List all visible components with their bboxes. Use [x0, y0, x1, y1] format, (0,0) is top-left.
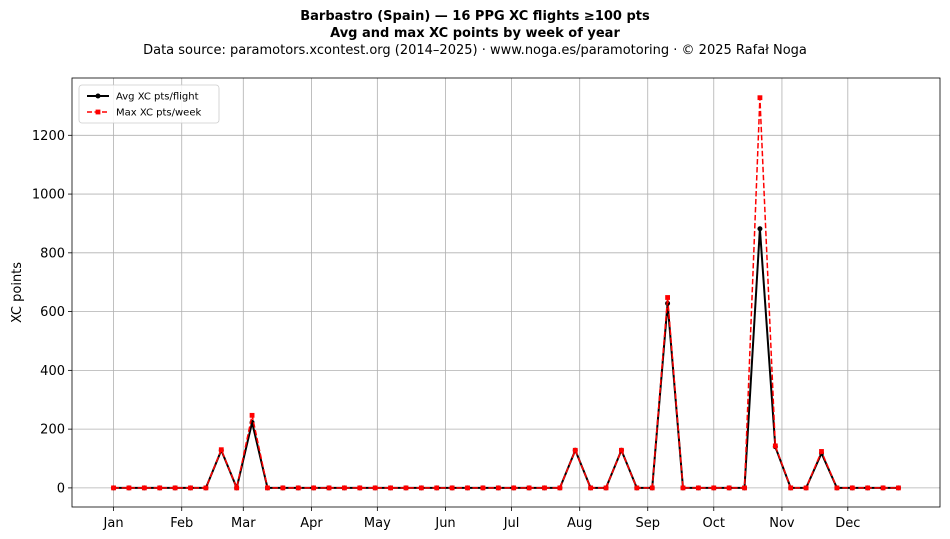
x-tick-label: Nov: [769, 516, 795, 531]
max-point: [342, 485, 347, 491]
axes: Jan Feb Mar Apr May Jun Jul Aug Sep Oct Nov Dec 0 200…: [10, 77, 941, 531]
max-point: [126, 485, 132, 491]
max-point: [619, 447, 624, 453]
max-point: [403, 485, 409, 491]
max-point: [388, 485, 393, 491]
legend-marker: [95, 109, 101, 115]
max-point: [157, 485, 163, 491]
max-point: [172, 485, 178, 491]
x-tick-label: Oct: [703, 516, 725, 531]
chart-titles: Barbastro (Spain) — 16 PPG XC flights ≥1…: [0, 8, 950, 60]
y-tick-label: 0: [57, 481, 65, 496]
max-point: [418, 485, 424, 491]
legend-label: Avg XC pts/flight: [116, 92, 199, 103]
x-tick-label: Apr: [300, 516, 323, 531]
x-tick-label: Jan: [103, 516, 124, 531]
x-tick-label: Aug: [567, 516, 592, 531]
chart-title: Barbastro (Spain) — 16 PPG XC flights ≥1…: [300, 9, 650, 24]
max-point: [203, 485, 209, 491]
y-tick-label: 200: [40, 423, 65, 438]
max-point: [649, 485, 655, 491]
max-point: [249, 412, 255, 418]
max-point: [265, 485, 270, 491]
max-point: [511, 485, 517, 491]
max-point: [357, 485, 363, 491]
max-point: [188, 485, 193, 491]
max-point: [742, 485, 747, 491]
y-tick-label: 800: [40, 246, 65, 261]
max-point: [526, 485, 532, 491]
chart-source-line: Data source: paramotors.xcontest.org (20…: [143, 43, 807, 58]
y-axis-label: XC points: [10, 262, 25, 323]
max-point: [495, 485, 501, 491]
max-point: [141, 485, 147, 491]
max-point: [695, 485, 701, 491]
plot-series: [111, 95, 901, 491]
max-point: [819, 449, 824, 454]
grid-lines: [72, 78, 940, 507]
max-point: [480, 485, 486, 491]
x-tick-label: Dec: [835, 516, 860, 531]
max-point: [434, 485, 440, 491]
max-point: [449, 485, 455, 491]
y-tick-label: 1200: [32, 129, 65, 144]
max-point: [849, 485, 855, 491]
max-point: [880, 485, 886, 491]
max-point: [726, 485, 732, 491]
y-tick-label: 400: [40, 364, 65, 379]
max-point: [680, 485, 686, 491]
x-tick-label: Mar: [231, 516, 256, 531]
avg-point: [757, 226, 763, 232]
x-tick-label: Jul: [503, 516, 520, 531]
y-tick-label: 600: [40, 305, 65, 320]
plot-frame: [71, 77, 941, 508]
max-point: [772, 443, 778, 449]
max-point: [757, 95, 763, 101]
max-point: [572, 447, 578, 453]
max-point: [665, 295, 670, 300]
legend-box: [78, 84, 220, 124]
max-point: [588, 485, 594, 491]
max-point: [803, 485, 809, 491]
max-point: [542, 485, 547, 491]
max-point: [896, 485, 901, 491]
max-point: [834, 485, 840, 491]
x-tick-label: Feb: [170, 516, 193, 531]
max-point: [465, 485, 470, 491]
max-point: [326, 485, 332, 491]
x-tick-label: Sep: [635, 516, 660, 531]
x-tick-label: May: [364, 516, 391, 531]
max-point: [634, 485, 640, 491]
max-point: [234, 485, 240, 491]
max-point: [311, 485, 317, 491]
chart-subtitle: Avg and max XC points by week of year: [330, 26, 620, 41]
max-point: [557, 485, 563, 491]
series-line-avg: [113, 227, 899, 489]
max-point: [280, 485, 286, 491]
legend-marker: [95, 93, 101, 99]
max-point: [711, 485, 717, 491]
legend-label: Max XC pts/week: [116, 108, 201, 119]
max-point: [788, 485, 794, 491]
x-tick-label: Jun: [434, 516, 455, 531]
max-point: [295, 485, 301, 491]
legend: Avg XC pts/flight Max XC pts/week: [78, 84, 220, 124]
max-point: [865, 485, 871, 491]
series-line-max: [113, 96, 899, 489]
max-point: [111, 485, 116, 491]
max-point: [218, 447, 224, 453]
max-point: [603, 485, 609, 491]
max-point: [372, 485, 378, 491]
y-tick-label: 1000: [32, 188, 65, 203]
